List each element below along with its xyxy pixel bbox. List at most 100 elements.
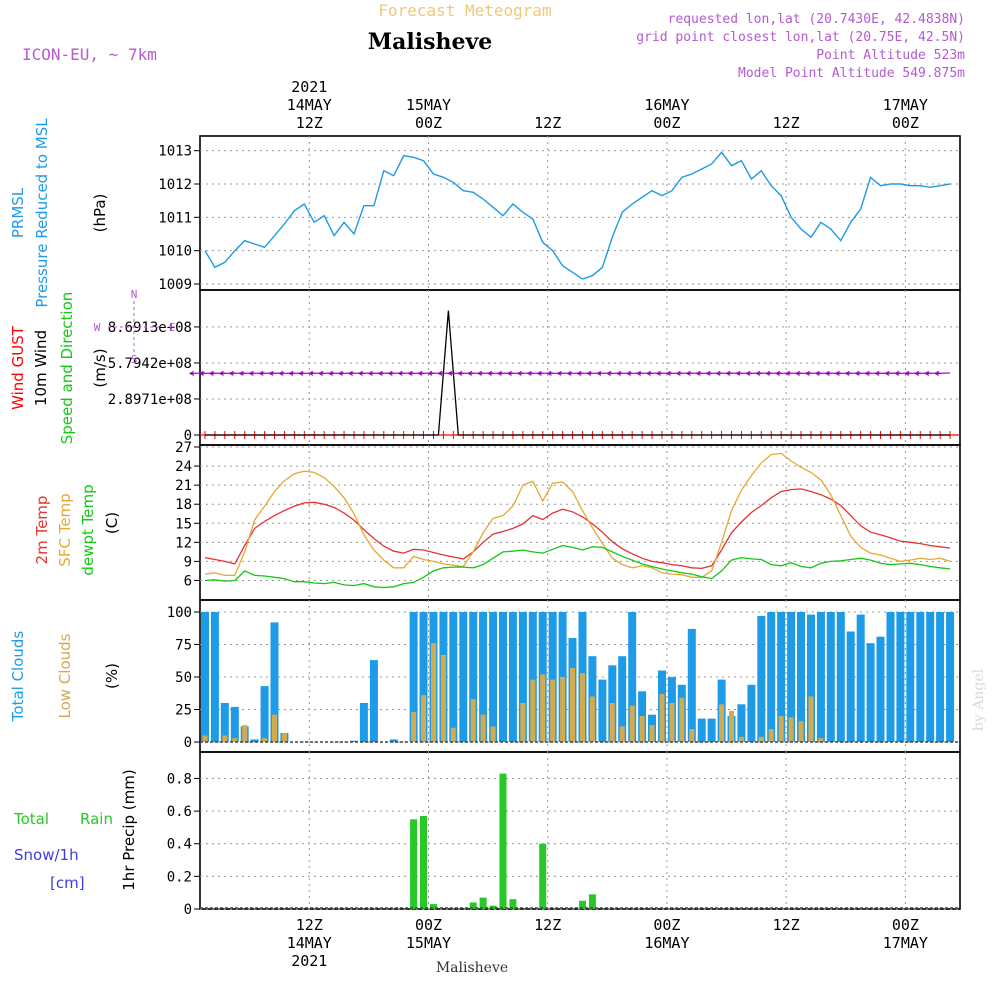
grid-point-coords: grid point closest lon,lat (20.75E, 42.5… (636, 30, 965, 45)
precip-bar (420, 816, 427, 909)
total-cloud-bar (270, 622, 279, 742)
low-cloud-bar (431, 643, 436, 742)
low-cloud-bar (768, 729, 774, 742)
wind-arrow-head (417, 370, 423, 376)
wind-arrow-head (536, 370, 542, 376)
low-cloud-bar (758, 736, 764, 742)
time-label-top: 16MAY (644, 96, 689, 114)
total-cloud-bar (459, 612, 468, 742)
time-label-bottom: 12Z (534, 916, 561, 934)
total-cloud-bar (230, 706, 239, 742)
temp-label-2m: 2m Temp (33, 496, 51, 565)
y-tick-label: 0.6 (167, 804, 192, 820)
wind-arrow-head (427, 370, 433, 376)
temp-label-dewpt: dewpt Temp (79, 484, 97, 575)
total-cloud-bar (737, 704, 746, 742)
low-cloud-bar (738, 736, 744, 742)
temperature-plot (204, 452, 951, 589)
precip-bar (579, 900, 586, 909)
low-cloud-bar (520, 703, 526, 742)
total-cloud-bar (350, 740, 358, 742)
total-cloud-bar (359, 703, 368, 742)
total-cloud-bar (797, 612, 805, 742)
time-label-bottom: 15MAY (406, 934, 451, 952)
low-cloud-bar (808, 696, 814, 742)
low-cloud-bar (818, 738, 824, 742)
total-cloud-bar (896, 612, 905, 742)
total-cloud-bar (250, 739, 259, 742)
wind-arrow-head (437, 370, 443, 376)
wind-arrow-head (685, 370, 691, 376)
total-cloud-bar (210, 612, 219, 742)
wind-arrow-head (765, 370, 771, 376)
total-cloud-bar (697, 718, 706, 742)
wind-arrow-head (387, 370, 393, 376)
time-label-top: 17MAY (883, 96, 928, 114)
wind-arrow-head (407, 370, 413, 376)
wind-arrow-head (934, 370, 940, 376)
low-cloud-bar (729, 710, 734, 742)
compass-s: S (131, 353, 138, 366)
wind-arrow-head (745, 370, 751, 376)
wind-arrow-head (735, 370, 741, 376)
total-cloud-bar (687, 628, 696, 742)
wind-arrow-head (725, 370, 731, 376)
precip-bar (539, 843, 547, 909)
total-cloud-bar (598, 679, 607, 742)
y-tick-label: 25 (175, 703, 192, 719)
total-cloud-bar (926, 612, 935, 742)
total-cloud-bar (807, 614, 815, 742)
total-cloud-bar (787, 612, 796, 742)
sfc-temp-line (204, 452, 951, 578)
y-tick-label: 6 (184, 573, 192, 589)
wind-arrow-head (655, 370, 661, 376)
total-cloud-bar (757, 615, 766, 742)
wind-arrow-head (785, 370, 791, 376)
wind-arrow-head (228, 370, 234, 376)
clouds-label-unit: (%) (103, 663, 121, 689)
temp-label-unit: (C) (103, 512, 121, 534)
y-tick-label: 0 (184, 735, 192, 751)
low-cloud-bar (589, 696, 595, 742)
wind-arrow-head (586, 370, 592, 376)
low-cloud-bar (560, 677, 566, 742)
low-cloud-bar (202, 735, 208, 742)
wind-arrow-head (328, 370, 334, 376)
model-name: ICON-EU, ~ 7km (22, 45, 157, 64)
wind-arrow-head (337, 370, 344, 376)
total-cloud-bar (528, 612, 537, 742)
panel-wind-frame (199, 289, 961, 446)
total-cloud-bar (389, 739, 398, 742)
wind-arrow-head (238, 370, 244, 376)
time-label-bottom: 14MAY (287, 934, 332, 952)
total-cloud-bar (369, 660, 378, 742)
model-point-altitude: Model Point Altitude 549.875m (738, 66, 965, 81)
wind-arrow-head (755, 370, 761, 376)
wind-arrow-head (904, 370, 910, 376)
wind-arrow-head (874, 370, 880, 376)
pressure-plot (204, 151, 951, 280)
time-label-bottom: 17MAY (883, 934, 928, 952)
wind-arrow-head (814, 370, 820, 376)
precip-label-snow: Snow/1h (14, 846, 79, 864)
y-tick-label: 0.8 (167, 771, 192, 787)
y-tick-label: 15 (175, 516, 192, 532)
low-cloud-bar (262, 738, 268, 742)
wind-arrow-head (318, 370, 324, 376)
y-tick-label: 12 (175, 535, 192, 551)
precip-bar (489, 905, 497, 909)
wind-arrow-head (775, 370, 781, 376)
y-tick-label: 21 (175, 478, 192, 494)
low-cloud-bar (689, 729, 695, 742)
y-tick-label: 1013 (158, 144, 192, 160)
wind-arrow-head (645, 370, 651, 376)
wind-arrow-head (665, 370, 671, 376)
wind-arrow-head (546, 370, 552, 376)
precip-label-rain: Rain (80, 810, 113, 828)
y-tick-label: 18 (175, 497, 192, 513)
compass-e: E (169, 321, 176, 334)
total-cloud-bar (826, 612, 835, 742)
low-cloud-bar (550, 679, 556, 742)
low-cloud-bar (411, 712, 417, 742)
